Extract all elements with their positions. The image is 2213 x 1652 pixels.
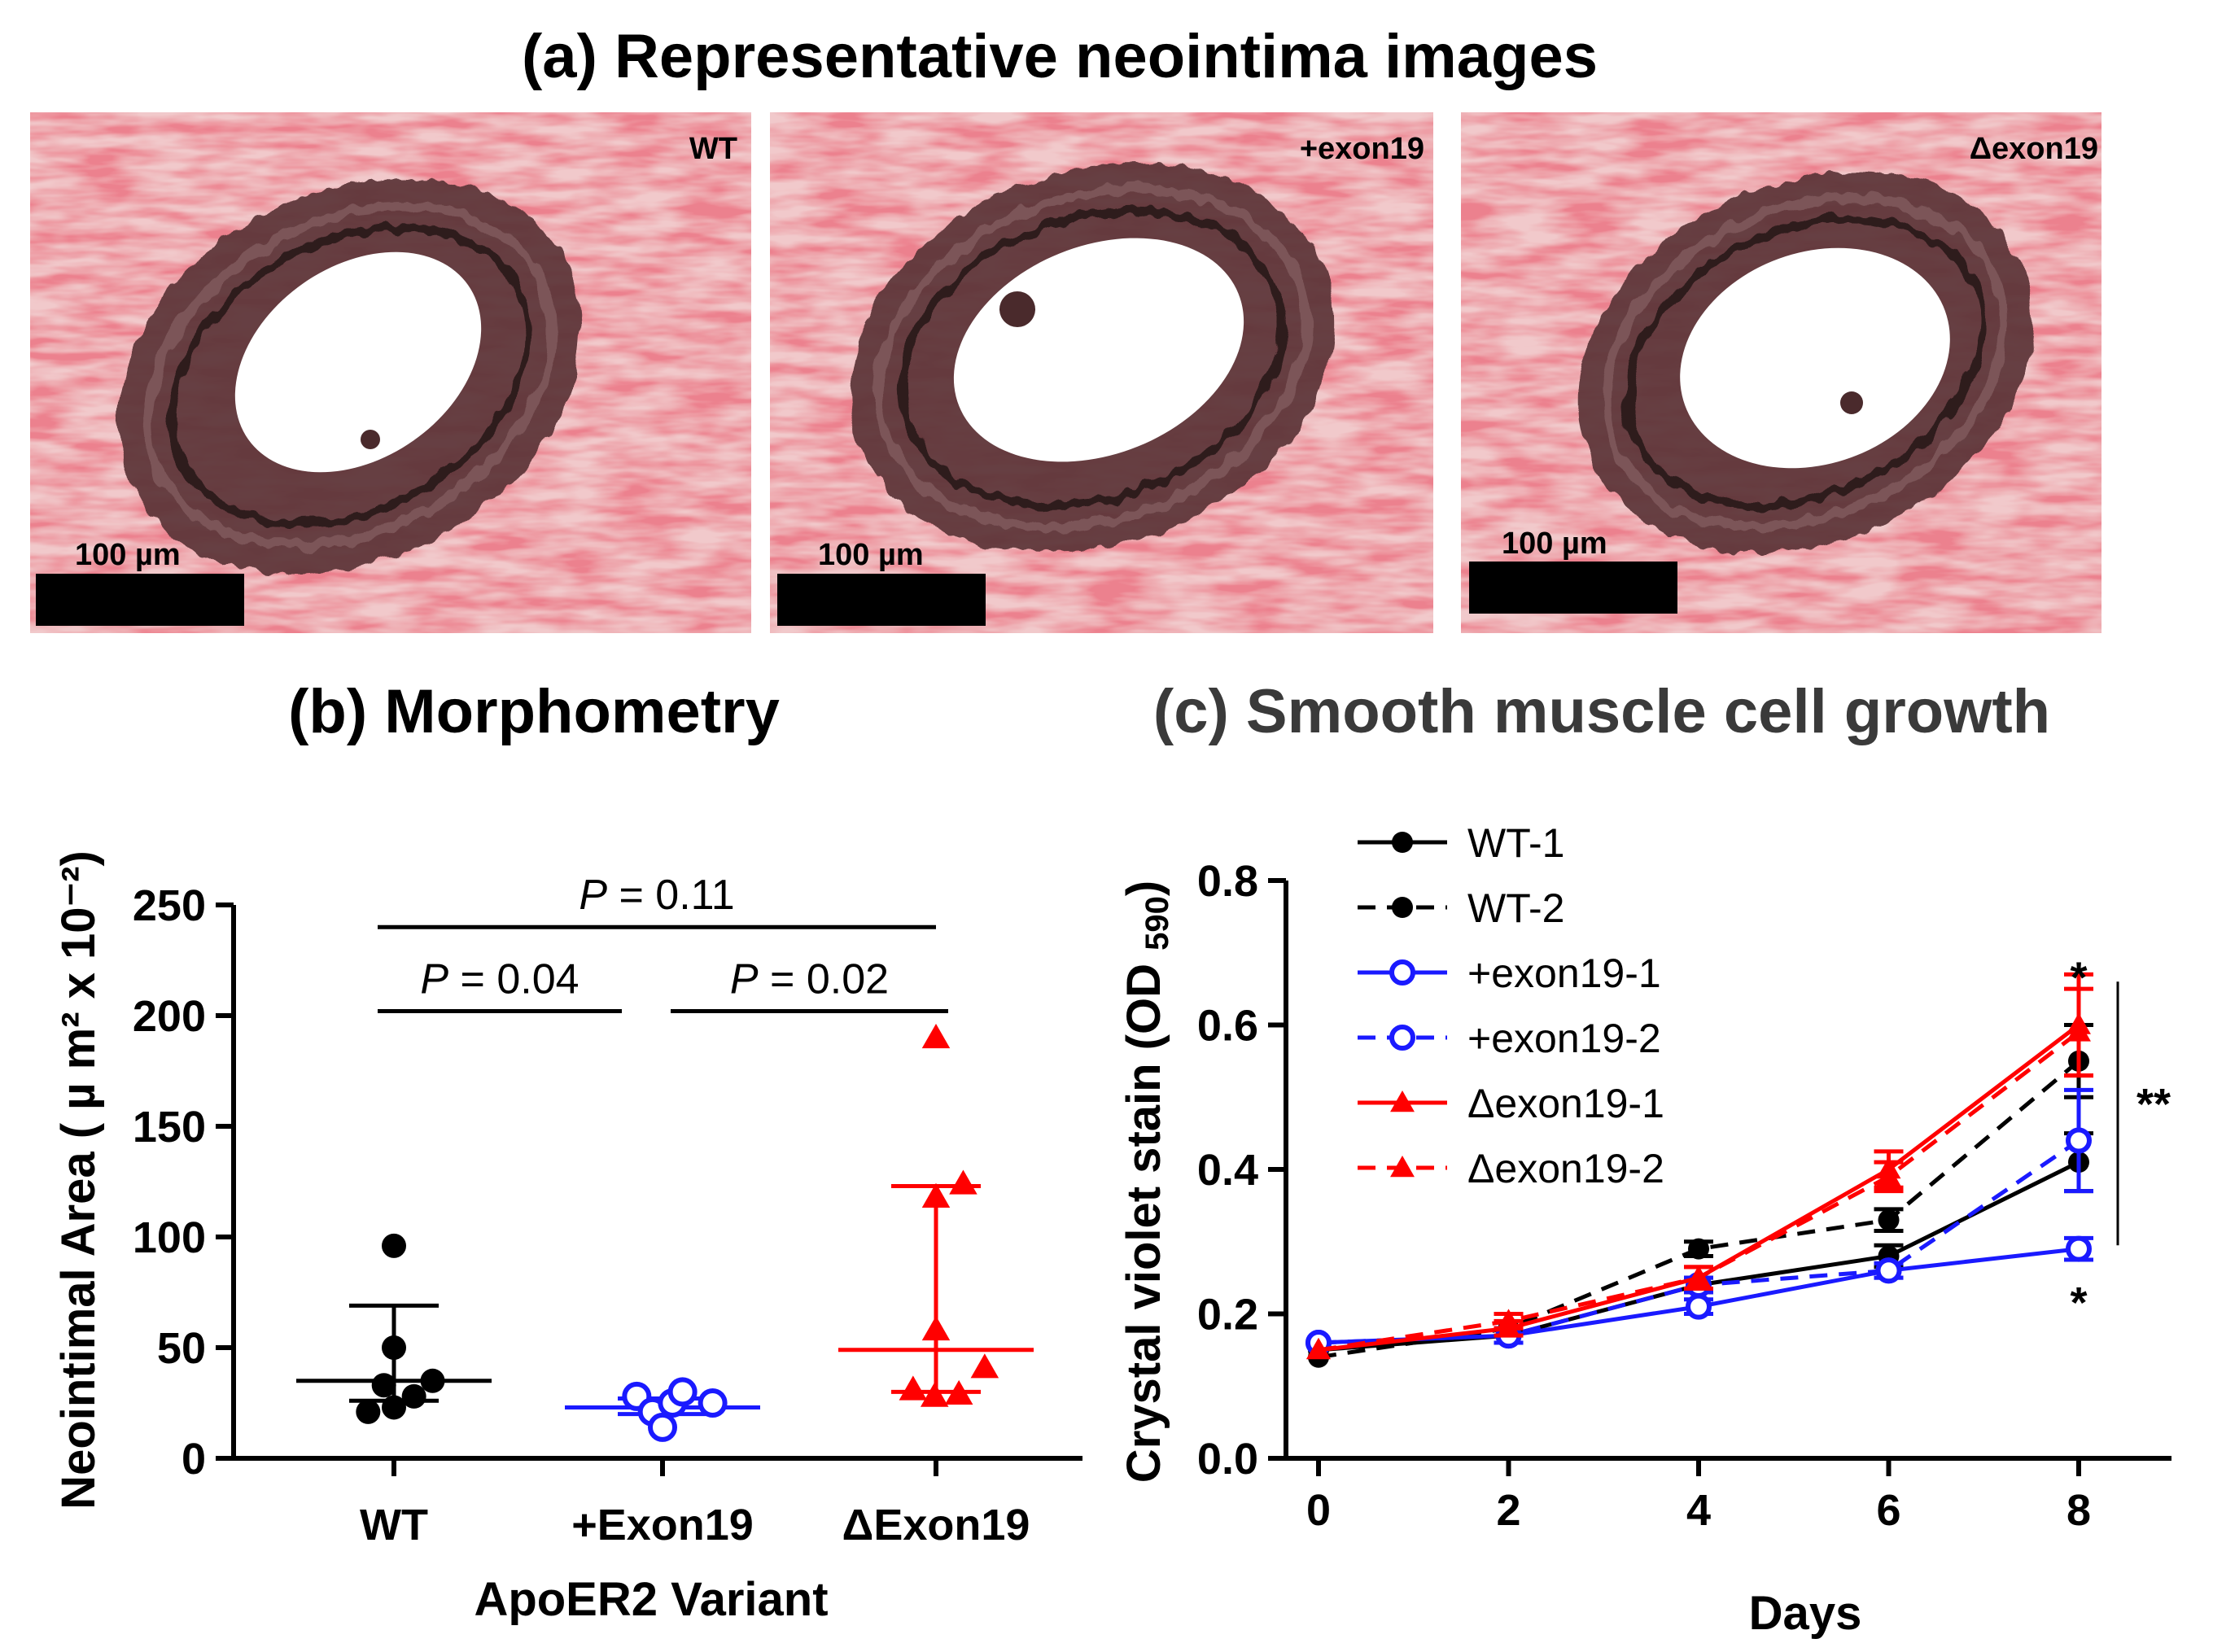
legend-label: +exon19-1	[1467, 951, 1661, 996]
data-point	[371, 1373, 396, 1398]
legend-marker	[1389, 959, 1415, 986]
significance-star-bottom: *	[2070, 1278, 2087, 1327]
morphometry-ylabel: Neointimal Area ( µ m² x 10⁻²)	[52, 850, 105, 1510]
growth-y-tick-label: 0.2	[1197, 1291, 1258, 1340]
growth-xlabel: Days	[1749, 1587, 1862, 1640]
micrograph-wt: 100 µm WT	[30, 112, 751, 633]
data-point	[1686, 1265, 1711, 1287]
data-point	[944, 1379, 973, 1405]
data-point	[920, 1382, 949, 1407]
morphometry-y-tick-label: 50	[157, 1324, 206, 1373]
growth-x-tick-label: 0	[1306, 1486, 1331, 1535]
significance-double-star: **	[2136, 1080, 2171, 1129]
data-point	[1496, 1309, 1521, 1331]
legend-label: Δexon19-2	[1467, 1146, 1664, 1191]
scale-label-delta-exon19: 100 µm	[1502, 527, 1607, 561]
scale-label-plus-exon19: 100 µm	[818, 538, 924, 572]
data-point	[1688, 1238, 1709, 1260]
data-point	[648, 1412, 677, 1442]
data-point	[1875, 1257, 1902, 1284]
data-point	[356, 1399, 381, 1424]
legend-label: WT-1	[1467, 820, 1564, 866]
growth-ylabel: Crystal violet stain (OD 590)	[1117, 881, 1175, 1483]
growth-x-tick-label: 2	[1496, 1486, 1520, 1535]
legend-marker	[1390, 1090, 1415, 1112]
data-point	[1306, 1337, 1331, 1360]
data-point	[2066, 1127, 2092, 1154]
data-point	[1876, 1164, 1901, 1187]
micrograph-plus-exon19: 100 µm +exon19	[770, 112, 1433, 633]
data-point	[921, 1182, 951, 1208]
panel-b-title: (b) Morphometry	[288, 677, 780, 746]
data-point	[949, 1169, 977, 1195]
data-point	[2066, 1020, 2091, 1042]
data-point	[420, 1368, 445, 1393]
legend-marker	[1392, 897, 1413, 918]
morphometry-y-tick-label: 0	[182, 1435, 206, 1484]
significance-star-top: *	[2070, 954, 2087, 1003]
morphometry-xlabel: ApoER2 Variant	[474, 1573, 828, 1626]
morphometry-y-tick-label: 150	[133, 1103, 206, 1152]
data-point	[667, 1377, 698, 1407]
data-point	[382, 1335, 406, 1360]
morphometry-y-tick-label: 100	[133, 1213, 206, 1262]
morphometry-x-tick-label: WT	[360, 1501, 428, 1549]
image-label-plus-exon19: +exon19	[1300, 132, 1424, 166]
growth-y-tick-label: 0.0	[1197, 1435, 1258, 1484]
data-point	[1686, 1293, 1712, 1320]
legend-label: WT-2	[1467, 885, 1564, 931]
data-point	[1878, 1209, 1900, 1231]
growth-x-tick-label: 4	[1686, 1486, 1711, 1535]
panel-c-title: (c) Smooth muscle cell growth	[1153, 677, 2050, 746]
morphometry-y-tick-label: 200	[133, 992, 206, 1041]
morphometry-x-tick-label: ΔExon19	[842, 1501, 1030, 1549]
micrograph-delta-exon19: 100 µm Δexon19	[1461, 112, 2101, 633]
legend-label: Δexon19-1	[1467, 1081, 1664, 1126]
panel-a-title: (a) Representative neointima images	[522, 22, 1598, 91]
image-label-delta-exon19: Δexon19	[1970, 132, 2098, 166]
growth-y-tick-label: 0.4	[1197, 1146, 1258, 1195]
p-value-label: P = 0.04	[420, 956, 579, 1003]
growth-y-tick-label: 0.8	[1197, 857, 1258, 906]
legend-marker	[1392, 832, 1413, 853]
data-point	[2066, 1235, 2092, 1262]
image-label-wt: WT	[689, 132, 737, 166]
data-point	[899, 1375, 928, 1401]
data-point	[921, 1315, 951, 1341]
data-point	[382, 1395, 406, 1420]
data-point	[698, 1388, 728, 1418]
growth-chart: 0.0 0.2 0.4 0.6 0.8 0 2 4 6 8 WT-1 WT-2 +exon19-1 +ex…	[1197, 820, 2171, 1535]
growth-x-tick-label: 6	[1876, 1486, 1900, 1535]
legend-marker	[1389, 1025, 1415, 1051]
growth-y-tick-label: 0.6	[1197, 1002, 1258, 1051]
data-point	[970, 1353, 999, 1379]
legend-marker	[1390, 1156, 1415, 1178]
legend-label: +exon19-2	[1467, 1016, 1661, 1061]
scale-label-wt: 100 µm	[75, 538, 181, 572]
morphometry-x-tick-label: +Exon19	[571, 1501, 754, 1549]
growth-x-tick-label: 8	[2066, 1486, 2091, 1535]
p-value-label: P = 0.11	[579, 872, 734, 919]
data-point	[382, 1233, 406, 1258]
p-value-label: P = 0.02	[730, 956, 889, 1003]
morphometry-y-tick-label: 250	[133, 881, 206, 930]
data-point	[401, 1383, 426, 1409]
data-point	[921, 1023, 951, 1049]
